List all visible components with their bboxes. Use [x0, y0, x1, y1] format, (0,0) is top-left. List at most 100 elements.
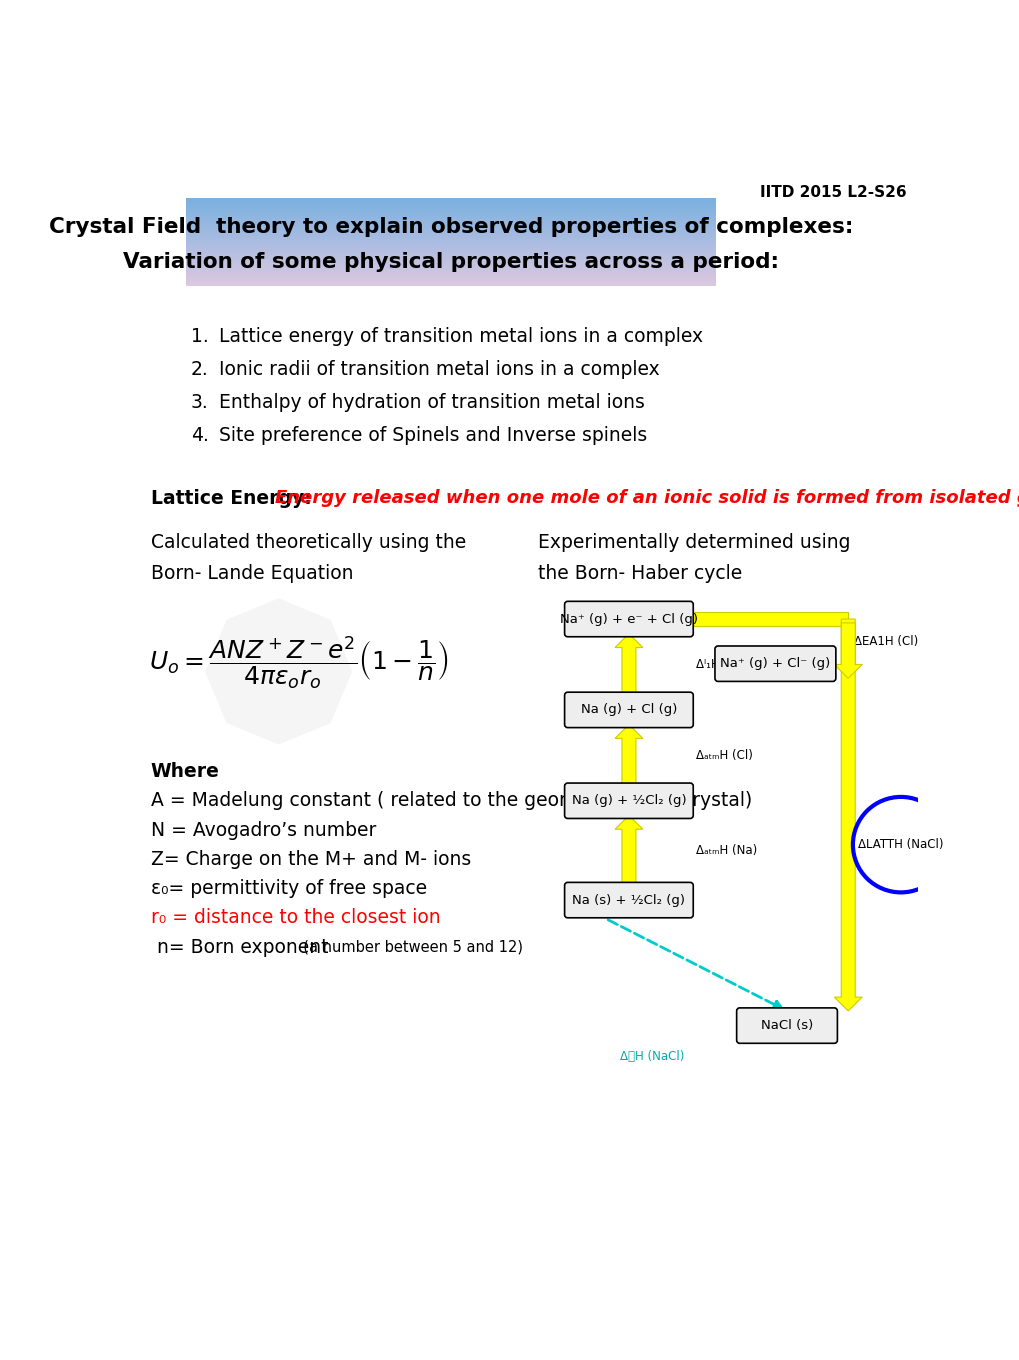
- Text: Energy released when one mole of an ionic solid is formed from isolated gaseous : Energy released when one mole of an ioni…: [274, 490, 1019, 507]
- Text: Z= Charge on the M+ and M- ions: Z= Charge on the M+ and M- ions: [151, 850, 471, 869]
- Text: (a number between 5 and 12): (a number between 5 and 12): [293, 940, 523, 955]
- Bar: [185, 204, 715, 205]
- Text: $U_o = \dfrac{ANZ^+Z^-e^2}{4\pi\varepsilon_o r_o}\left(1 - \dfrac{1}{n}\right)$: $U_o = \dfrac{ANZ^+Z^-e^2}{4\pi\varepsil…: [149, 635, 448, 692]
- Bar: [185, 228, 715, 230]
- Bar: [185, 215, 715, 218]
- Bar: [185, 239, 715, 241]
- Bar: [185, 203, 715, 204]
- Text: Na (g) + Cl (g): Na (g) + Cl (g): [580, 703, 677, 717]
- Text: Lattice Energy:: Lattice Energy:: [151, 488, 318, 507]
- FancyBboxPatch shape: [736, 1008, 837, 1043]
- Bar: [185, 272, 715, 273]
- Bar: [185, 230, 715, 231]
- Text: 2.: 2.: [191, 360, 209, 379]
- Text: Ionic radii of transition metal ions in a complex: Ionic radii of transition metal ions in …: [219, 360, 659, 379]
- FancyBboxPatch shape: [565, 692, 693, 728]
- Text: Experimentally determined using: Experimentally determined using: [538, 533, 850, 552]
- FancyArrow shape: [614, 816, 642, 885]
- Bar: [185, 231, 715, 234]
- Bar: [185, 201, 715, 203]
- Text: Site preference of Spinels and Inverse spinels: Site preference of Spinels and Inverse s…: [219, 426, 647, 445]
- Text: Variation of some physical properties across a period:: Variation of some physical properties ac…: [123, 252, 779, 272]
- Text: Born- Lande Equation: Born- Lande Equation: [151, 564, 353, 583]
- Text: Δ⁦H (NaCl): Δ⁦H (NaCl): [620, 1050, 684, 1064]
- Bar: [185, 218, 715, 219]
- Text: Calculated theoretically using the: Calculated theoretically using the: [151, 533, 466, 552]
- Bar: [185, 223, 715, 224]
- Bar: [185, 267, 715, 269]
- FancyArrow shape: [690, 612, 848, 626]
- Text: ΔₐₜₘH (Na): ΔₐₜₘH (Na): [696, 843, 757, 857]
- Bar: [185, 243, 715, 245]
- Bar: [185, 283, 715, 286]
- Bar: [185, 256, 715, 257]
- Bar: [185, 271, 715, 272]
- Bar: [185, 261, 715, 262]
- Text: N = Avogadro’s number: N = Avogadro’s number: [151, 820, 376, 839]
- Text: Lattice energy of transition metal ions in a complex: Lattice energy of transition metal ions …: [219, 326, 702, 345]
- Bar: [185, 265, 715, 267]
- Circle shape: [852, 797, 948, 892]
- Text: NaCl (s): NaCl (s): [760, 1019, 812, 1032]
- Text: IITD 2015 L2-S26: IITD 2015 L2-S26: [759, 185, 906, 200]
- Bar: [185, 249, 715, 252]
- Bar: [185, 235, 715, 237]
- Bar: [185, 286, 715, 287]
- Bar: [185, 260, 715, 261]
- Text: Enthalpy of hydration of transition metal ions: Enthalpy of hydration of transition meta…: [219, 393, 644, 412]
- FancyArrow shape: [834, 619, 861, 1010]
- Bar: [185, 200, 715, 201]
- Bar: [185, 279, 715, 280]
- Text: 1.: 1.: [191, 326, 209, 345]
- Text: Na⁺ (g) + Cl⁻ (g): Na⁺ (g) + Cl⁻ (g): [719, 657, 829, 670]
- Bar: [185, 253, 715, 254]
- Bar: [185, 264, 715, 265]
- Bar: [185, 273, 715, 275]
- Bar: [185, 241, 715, 242]
- FancyBboxPatch shape: [714, 646, 835, 681]
- Text: Where: Where: [151, 762, 219, 781]
- Text: n= Born exponent: n= Born exponent: [151, 937, 328, 956]
- Bar: [185, 269, 715, 271]
- Text: Na (g) + ½Cl₂ (g): Na (g) + ½Cl₂ (g): [571, 794, 686, 808]
- Bar: [185, 207, 715, 208]
- Bar: [185, 227, 715, 228]
- Text: Δᴵ₁H (Na): Δᴵ₁H (Na): [696, 658, 748, 670]
- Bar: [185, 222, 715, 223]
- Bar: [185, 209, 715, 211]
- Bar: [185, 275, 715, 276]
- Bar: [185, 282, 715, 283]
- Bar: [185, 252, 715, 253]
- Bar: [185, 212, 715, 214]
- Bar: [185, 234, 715, 235]
- Bar: [185, 248, 715, 249]
- FancyBboxPatch shape: [565, 883, 693, 918]
- Bar: [185, 246, 715, 248]
- FancyArrow shape: [614, 725, 642, 786]
- FancyBboxPatch shape: [565, 601, 693, 636]
- Bar: [185, 197, 715, 200]
- Text: r₀ = distance to the closest ion: r₀ = distance to the closest ion: [151, 908, 440, 928]
- Text: ΔEA1H (Cl): ΔEA1H (Cl): [854, 635, 918, 647]
- Bar: [185, 208, 715, 209]
- Text: A = Madelung constant ( related to the geometry of the crystal): A = Madelung constant ( related to the g…: [151, 792, 751, 811]
- Bar: [185, 205, 715, 207]
- Bar: [185, 276, 715, 277]
- Bar: [185, 214, 715, 216]
- Bar: [185, 280, 715, 282]
- Text: ΔLATTH (NaCl): ΔLATTH (NaCl): [857, 838, 943, 851]
- Bar: [185, 237, 715, 238]
- Text: Crystal Field  theory to explain observed properties of complexes:: Crystal Field theory to explain observed…: [49, 218, 853, 237]
- Bar: [185, 277, 715, 279]
- Bar: [185, 262, 715, 264]
- Bar: [185, 219, 715, 220]
- FancyBboxPatch shape: [565, 783, 693, 819]
- Text: ΔₐₜₘH (Cl): ΔₐₜₘH (Cl): [696, 749, 752, 762]
- Bar: [185, 257, 715, 258]
- Bar: [185, 211, 715, 212]
- Bar: [185, 224, 715, 226]
- Text: Na (s) + ½Cl₂ (g): Na (s) + ½Cl₂ (g): [572, 894, 685, 907]
- Bar: [185, 226, 715, 227]
- FancyArrow shape: [834, 623, 861, 679]
- Bar: [185, 258, 715, 260]
